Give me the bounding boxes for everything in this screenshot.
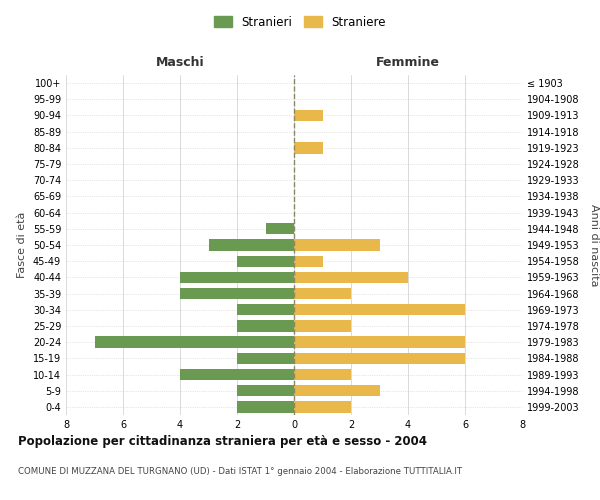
Bar <box>294 110 323 121</box>
Bar <box>294 256 323 267</box>
Bar <box>294 288 351 299</box>
Text: Popolazione per cittadinanza straniera per età e sesso - 2004: Popolazione per cittadinanza straniera p… <box>18 435 427 448</box>
Text: Maschi: Maschi <box>155 56 205 68</box>
Legend: Stranieri, Straniere: Stranieri, Straniere <box>209 11 391 34</box>
Bar <box>237 256 294 267</box>
Bar <box>265 223 294 234</box>
Bar <box>237 352 294 364</box>
Bar <box>294 369 351 380</box>
Bar <box>180 272 294 283</box>
Bar <box>209 240 294 250</box>
Bar <box>237 401 294 412</box>
Bar <box>237 320 294 332</box>
Bar <box>294 336 465 348</box>
Bar <box>294 142 323 154</box>
Bar <box>294 272 408 283</box>
Text: COMUNE DI MUZZANA DEL TURGNANO (UD) - Dati ISTAT 1° gennaio 2004 - Elaborazione : COMUNE DI MUZZANA DEL TURGNANO (UD) - Da… <box>18 468 462 476</box>
Bar <box>95 336 294 348</box>
Bar <box>294 320 351 332</box>
Bar <box>294 240 380 250</box>
Y-axis label: Fasce di età: Fasce di età <box>17 212 27 278</box>
Bar <box>237 304 294 316</box>
Bar <box>237 385 294 396</box>
Bar <box>180 369 294 380</box>
Bar <box>294 304 465 316</box>
Bar <box>294 352 465 364</box>
Bar <box>180 288 294 299</box>
Bar <box>294 385 380 396</box>
Text: Femmine: Femmine <box>376 56 440 68</box>
Bar <box>294 401 351 412</box>
Y-axis label: Anni di nascita: Anni di nascita <box>589 204 599 286</box>
